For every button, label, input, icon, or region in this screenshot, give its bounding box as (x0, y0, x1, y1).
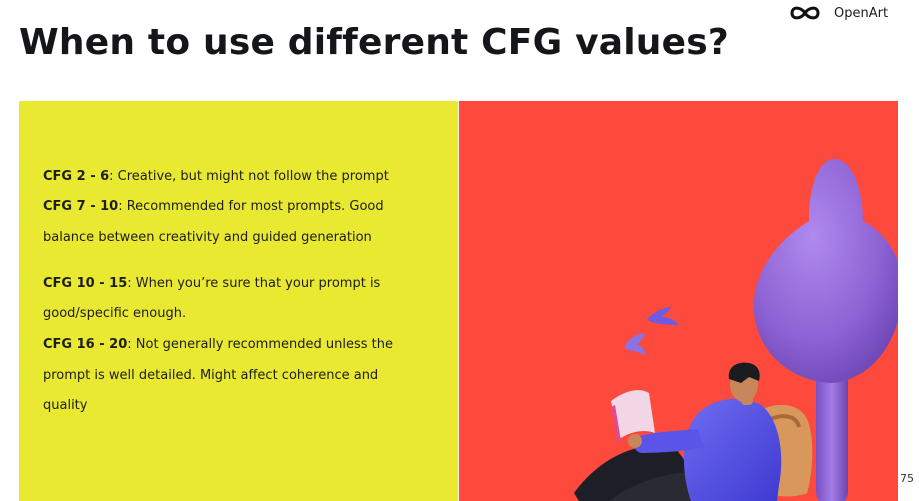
cfg-16-20-line: CFG 16 - 20: Not generally recommended u… (43, 337, 393, 352)
cfg-description: : When you’re sure that your prompt is (127, 276, 381, 291)
cfg-description: : Not generally recommended unless the (127, 337, 393, 352)
panel-divider (458, 101, 459, 501)
cfg-7-10-continuation: balance between creativity and guided ge… (43, 230, 372, 245)
page-number: 75 (900, 472, 914, 485)
cfg-label: CFG 7 - 10 (43, 199, 119, 214)
cfg-label: CFG 2 - 6 (43, 169, 110, 184)
page-title: When to use different CFG values? (19, 22, 729, 63)
cfg-description: : Recommended for most prompts. Good (118, 199, 384, 214)
cfg-label: CFG 16 - 20 (43, 337, 128, 352)
infinity-logo-icon (788, 4, 822, 22)
cfg-10-15-continuation: good/specific enough. (43, 306, 187, 321)
content-panel: CFG 2 - 6: Creative, but might not follo… (19, 101, 458, 501)
cfg-16-20-continuation-2: quality (43, 398, 88, 413)
person-reading-under-tree-illustration (574, 159, 898, 501)
cfg-7-10-line: CFG 7 - 10: Recommended for most prompts… (43, 199, 384, 214)
cfg-10-15-line: CFG 10 - 15: When you’re sure that your … (43, 276, 380, 291)
cfg-2-6-line: CFG 2 - 6: Creative, but might not follo… (43, 169, 389, 184)
cfg-label: CFG 10 - 15 (43, 276, 128, 291)
cfg-16-20-continuation-1: prompt is well detailed. Might affect co… (43, 368, 379, 383)
illustration-panel (459, 101, 898, 501)
brand: OpenArt (788, 4, 888, 22)
cfg-description: : Creative, but might not follow the pro… (109, 169, 389, 184)
brand-name: OpenArt (834, 5, 889, 21)
